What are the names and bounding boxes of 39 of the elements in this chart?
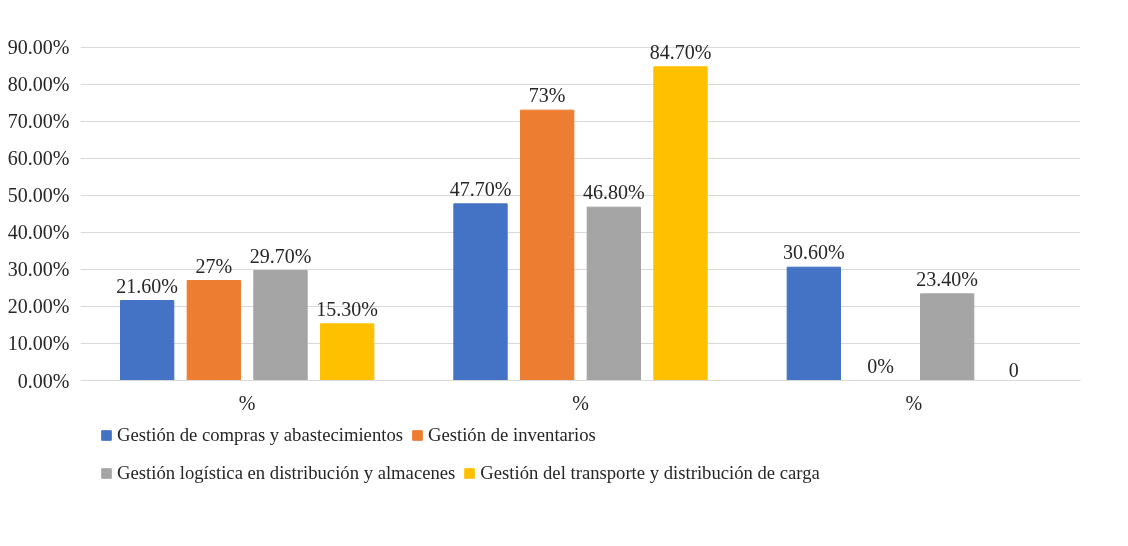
data-label: 46.80%: [583, 181, 645, 204]
y-tick-label: 90.00%: [7, 36, 70, 59]
data-label: 27%: [195, 254, 233, 277]
x-tick-label: %: [238, 391, 256, 414]
y-tick-label: 80.00%: [7, 73, 70, 96]
bar: [520, 109, 575, 381]
data-label: 47.70%: [449, 177, 512, 200]
bar: [586, 206, 641, 381]
legend-label: Gestión de compras y abastecimientos: [117, 424, 403, 446]
y-tick-label: 20.00%: [7, 295, 70, 318]
data-label: 21.60%: [116, 274, 179, 297]
legend-label: Gestión de inventarios: [427, 424, 596, 446]
bar: [653, 66, 708, 381]
data-label: 84.70%: [649, 40, 712, 63]
y-tick-label: 70.00%: [7, 110, 70, 133]
data-label: 15.30%: [316, 297, 379, 320]
bar: [786, 266, 841, 381]
bar: [253, 270, 308, 381]
y-tick-label: 50.00%: [7, 184, 70, 207]
data-label: 0: [1008, 358, 1019, 381]
legend-label: Gestión logística en distribución y almacenes: [117, 462, 456, 484]
data-label: 73%: [528, 84, 566, 107]
bar: [186, 280, 241, 381]
data-label: 30.60%: [783, 241, 845, 264]
x-tick-label: %: [572, 391, 589, 414]
data-label: 23.40%: [916, 267, 979, 290]
y-tick-label: 40.00%: [7, 221, 70, 244]
data-label: 29.70%: [249, 244, 312, 267]
y-tick-label: 0.00%: [17, 369, 70, 392]
y-tick-label: 30.00%: [7, 258, 70, 281]
bar: [453, 203, 508, 381]
bar: [920, 293, 975, 381]
legend-label: Gestión del transporte y distribución de carga: [480, 462, 820, 484]
y-tick-label: 10.00%: [7, 332, 70, 355]
bar: [320, 323, 375, 381]
x-tick-label: %: [905, 391, 923, 414]
data-label: 0%: [867, 354, 894, 377]
bar: [120, 300, 175, 381]
y-tick-label: 60.00%: [7, 147, 70, 170]
